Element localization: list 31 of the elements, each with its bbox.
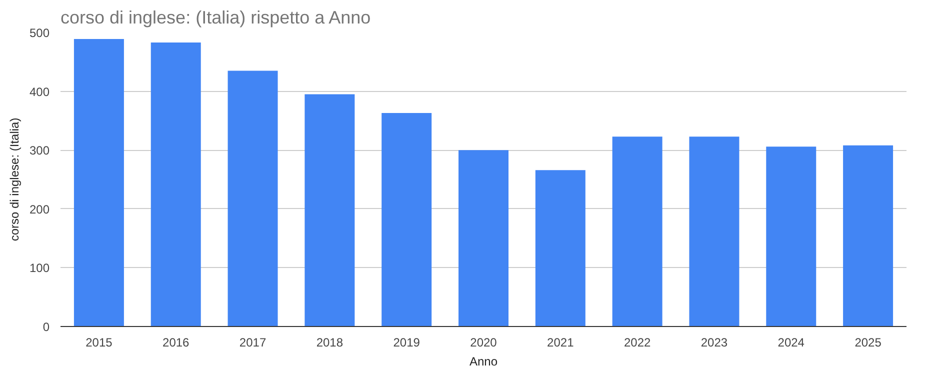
x-tick-label: 2024 <box>778 336 805 350</box>
y-tick-label: 400 <box>29 84 50 99</box>
bar <box>766 146 816 326</box>
bar <box>228 70 278 326</box>
bar <box>382 113 432 326</box>
y-axis-title: corso di inglese: (Italia) <box>7 118 22 242</box>
bar <box>612 136 662 326</box>
y-tick-label: 200 <box>29 202 50 216</box>
x-tick-label: 2019 <box>393 336 420 350</box>
x-tick-label: 2017 <box>239 336 266 350</box>
y-tick-label: 500 <box>29 26 50 40</box>
y-tick-label: 0 <box>42 320 50 334</box>
bar <box>304 94 355 326</box>
x-axis-title: Anno <box>469 354 498 368</box>
x-tick-label: 2016 <box>162 336 190 350</box>
x-tick-label: 2025 <box>854 336 882 350</box>
bar <box>74 38 124 326</box>
chart-title: corso di inglese: (Italia) rispetto a Anno <box>60 8 371 28</box>
bar <box>535 170 586 326</box>
y-tick-label: 300 <box>29 144 50 158</box>
y-tick-label: 100 <box>29 261 50 276</box>
bar <box>689 136 740 326</box>
x-tick-label: 2021 <box>547 336 574 350</box>
bar <box>458 150 508 326</box>
x-tick-label: 2022 <box>624 336 651 350</box>
bar <box>843 145 894 326</box>
x-tick-label: 2018 <box>316 336 344 350</box>
bar <box>150 42 201 326</box>
x-tick-label: 2020 <box>470 336 498 350</box>
x-tick-label: 2023 <box>700 336 728 350</box>
x-tick-label: 2015 <box>86 336 113 350</box>
